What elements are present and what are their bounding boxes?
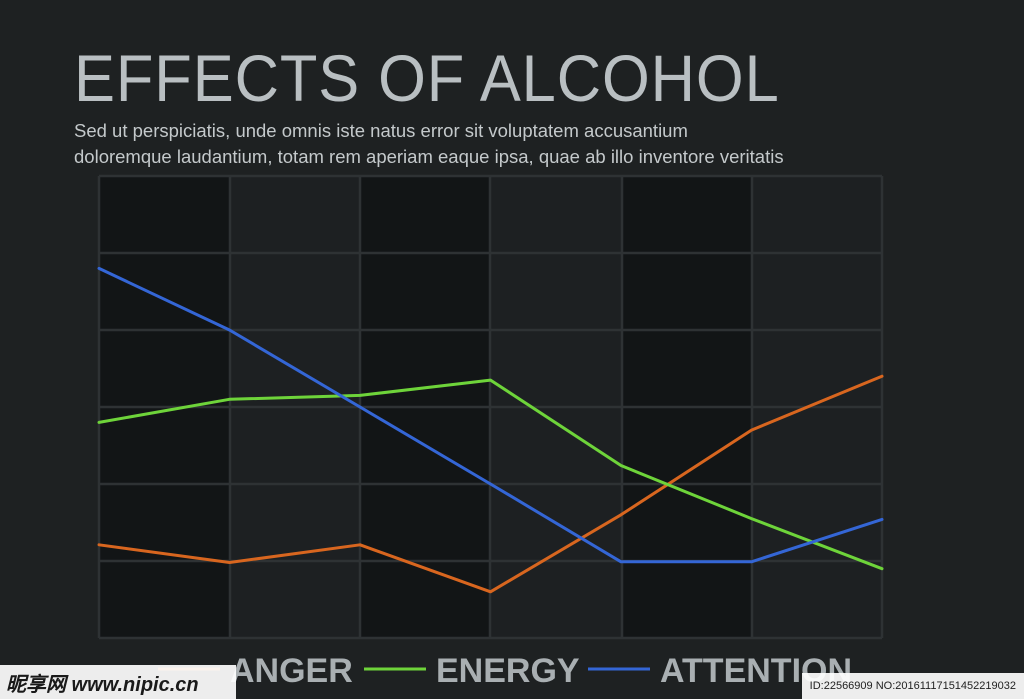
watermark-right: ID:22566909 NO:20161117151452219032	[801, 673, 1024, 699]
chart-series-lines	[97, 266, 884, 594]
chart-legend: ANGER ENERGY ATTENTION	[158, 652, 852, 690]
chart-title: EFFECTS OF ALCOHOL	[74, 41, 780, 115]
legend-label-energy: ENERGY	[436, 652, 580, 690]
subtitle-line-2: doloremque laudantium, totam rem aperiam…	[74, 146, 784, 167]
watermark-left: 昵享网 www.nipic.cn	[0, 665, 236, 699]
chart-subtitle: Sed ut perspiciatis, unde omnis iste nat…	[74, 118, 974, 170]
series-line-attention	[97, 266, 884, 564]
series-line-energy	[97, 378, 884, 571]
legend-label-anger: ANGER	[230, 652, 353, 690]
series-line-anger	[97, 374, 884, 594]
subtitle-line-1: Sed ut perspiciatis, unde omnis iste nat…	[74, 120, 688, 141]
